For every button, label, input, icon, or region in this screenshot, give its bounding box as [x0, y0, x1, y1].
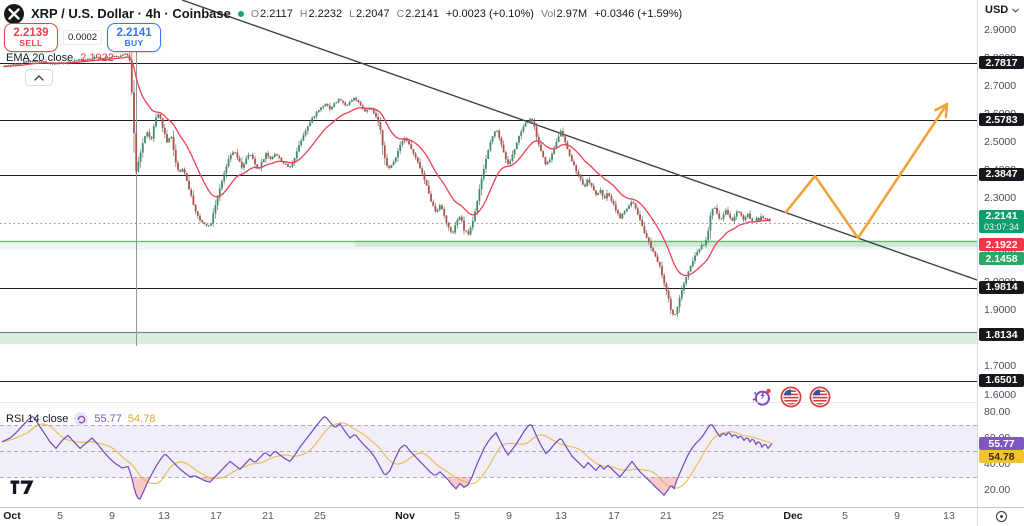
us-flag-sticker-icon[interactable] [809, 386, 831, 413]
ohlc-item: C2.2141 [396, 7, 439, 20]
ema-name: EMA 20 close [6, 52, 74, 64]
time-label-17: 17 [608, 510, 620, 522]
currency-label: USD [985, 4, 1009, 16]
time-label-5: 5 [57, 510, 63, 522]
price-badge-1.6501: 1.6501 [979, 373, 1024, 387]
time-label-13: 13 [555, 510, 567, 522]
market-status-icon [237, 10, 244, 17]
chart-stickers [751, 386, 831, 413]
price-tick: 1.9000 [984, 304, 1017, 317]
time-label-9: 9 [109, 510, 115, 522]
price-badge-2.1922: 2.1922 [979, 238, 1024, 251]
ohlc-item: H2.2232 [299, 7, 343, 20]
rsi-tick: 80.00 [984, 405, 1011, 418]
rsi-badge-54.78: 54.78 [979, 450, 1024, 463]
price-tick: 2.9000 [984, 23, 1017, 36]
time-label-Nov: Nov [395, 510, 415, 522]
time-label-17: 17 [210, 510, 222, 522]
price-tick: 2.5000 [984, 135, 1017, 148]
buy-button[interactable]: 2.2141 BUY [107, 23, 162, 52]
ohlc-values: O2.2117 H2.2232 L2.2047 C2.2141 +0.0023 (+0.… [251, 8, 682, 20]
rsi-name: RSI 14 close [6, 413, 69, 425]
sell-button[interactable]: 2.2139 SELL [4, 23, 58, 52]
ohlc-item: O2.2117 [250, 7, 293, 20]
ohlc-item: L2.2047 [349, 7, 390, 20]
price-axis[interactable]: USD 2.90002.80002.70002.60002.50002.4000… [977, 0, 1024, 507]
price-tick: 2.3000 [984, 191, 1017, 204]
time-axis[interactable]: Oct 5 9 13 17 21 25 Nov 5 9 13 17 21 25 Dec 5 9 13 [0, 507, 977, 526]
currency-dropdown[interactable]: USD [985, 4, 1020, 16]
axis-settings-corner[interactable] [977, 507, 1024, 526]
ema-indicator-legend[interactable]: EMA 20 close 2.1922 [6, 52, 114, 64]
time-axis-border [0, 507, 1024, 508]
time-label-25: 25 [314, 510, 326, 522]
price-badge-2.5783: 2.5783 [979, 113, 1024, 127]
legend-collapse-button[interactable] [25, 69, 53, 86]
rsi-refresh-icon [74, 412, 89, 426]
volume: Vol2.97M [540, 7, 588, 20]
time-label-13: 13 [158, 510, 170, 522]
price-badge-2.3847: 2.3847 [979, 167, 1024, 181]
time-label-Oct: Oct [3, 510, 21, 522]
buy-price: 2.2141 [116, 27, 152, 39]
rsi-ma-value: 54.78 [127, 413, 156, 425]
time-label-9: 9 [894, 510, 900, 522]
time-label-5: 5 [454, 510, 460, 522]
refresh-lightning-sticker-icon[interactable] [751, 386, 773, 413]
rsi-indicator-legend[interactable]: RSI 14 close 55.77 54.78 [6, 412, 155, 426]
tradingview-logo-icon[interactable] [10, 480, 34, 500]
time-label-25: 25 [712, 510, 724, 522]
symbol-title[interactable]: XRP / U.S. Dollar · 4h · Coinbase [31, 6, 231, 21]
price-tick: 1.7000 [984, 360, 1017, 373]
rsi-tick: 20.00 [984, 483, 1011, 496]
target-circle-icon [995, 510, 1008, 523]
pane-divider[interactable] [0, 402, 977, 403]
trade-buttons-panel: 2.2139 SELL 0.0002 2.2141 BUY [4, 23, 162, 52]
chevron-down-icon [1012, 8, 1020, 13]
spread-value: 0.0002 [63, 30, 103, 45]
time-label-Dec: Dec [783, 510, 803, 522]
volume-change: +0.0346 (+1.59%) [594, 7, 683, 20]
time-label-21: 21 [660, 510, 672, 522]
time-label-21: 21 [262, 510, 274, 522]
price-badge-2.7817: 2.7817 [979, 56, 1024, 70]
price-badge-1.8134: 1.8134 [979, 328, 1024, 342]
buy-label: BUY [124, 38, 144, 49]
rsi-value: 55.77 [94, 413, 122, 425]
time-label-5: 5 [842, 510, 848, 522]
price-badge-1.9814: 1.9814 [979, 280, 1024, 294]
price-change: +0.0023 (+0.10%) [445, 7, 534, 20]
time-label-13: 13 [943, 510, 955, 522]
sell-label: SELL [19, 38, 43, 49]
xrp-logo-icon [4, 3, 24, 24]
price-tick: 1.6000 [984, 388, 1017, 401]
time-label-9: 9 [506, 510, 512, 522]
chart-header: XRP / U.S. Dollar · 4h · Coinbase O2.211… [4, 3, 682, 24]
ema-value: 2.1922 [80, 52, 114, 64]
price-badge-2.1458: 2.1458 [979, 252, 1024, 265]
rsi-badge-55.77: 55.77 [979, 437, 1024, 450]
us-flag-sticker-icon[interactable] [780, 386, 802, 413]
price-tick: 2.7000 [984, 79, 1017, 92]
price-badge-2.2141: 2.2141 03:07:34 [979, 209, 1024, 233]
chevron-up-icon [34, 74, 44, 81]
sell-price: 2.2139 [13, 27, 49, 39]
